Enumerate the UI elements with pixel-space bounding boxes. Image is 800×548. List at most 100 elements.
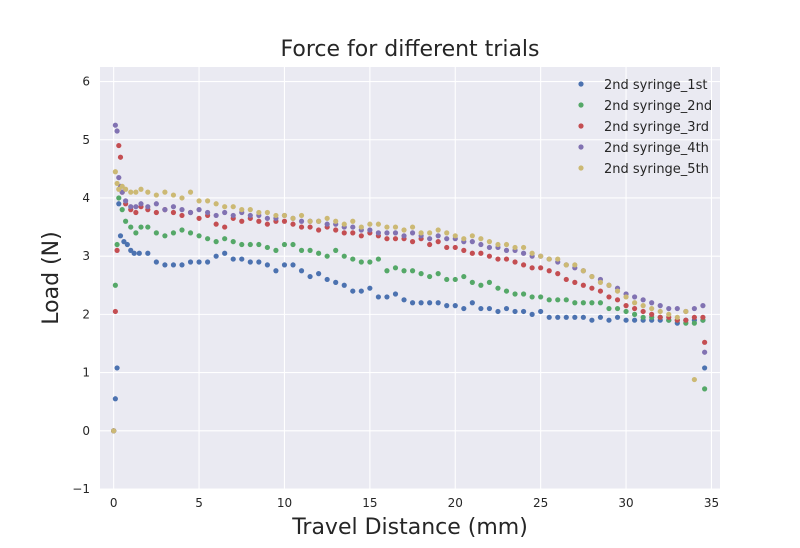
data-point	[133, 189, 139, 195]
legend-item: 2nd syringe_2nd	[578, 99, 712, 114]
data-point	[384, 268, 390, 274]
data-point	[256, 241, 262, 248]
data-point	[478, 250, 484, 256]
data-point	[546, 314, 552, 320]
legend-marker	[578, 123, 584, 129]
data-point	[119, 207, 125, 213]
data-point	[632, 317, 638, 323]
data-point	[572, 279, 578, 285]
data-point	[478, 236, 484, 242]
data-point	[230, 212, 236, 219]
data-point	[187, 259, 194, 265]
data-point	[691, 305, 697, 312]
data-point	[623, 294, 629, 300]
data-point	[170, 204, 177, 210]
data-point	[597, 279, 604, 285]
data-point	[264, 221, 270, 227]
data-point	[392, 224, 399, 230]
data-point	[649, 300, 655, 306]
data-point	[469, 239, 475, 245]
x-tick-labels: 0 5 10 15 20 25 30 35	[110, 496, 719, 510]
data-point	[324, 276, 330, 283]
data-point	[435, 271, 441, 277]
data-point	[632, 311, 638, 317]
data-point	[145, 204, 151, 210]
data-point	[162, 189, 168, 195]
data-point	[623, 308, 629, 315]
data-point	[461, 305, 467, 312]
data-point	[478, 305, 484, 312]
data-point	[702, 386, 708, 392]
data-point	[170, 209, 177, 216]
data-point	[213, 212, 219, 219]
data-point	[145, 224, 151, 230]
data-point	[350, 218, 356, 224]
data-point	[555, 256, 561, 262]
legend-label: 2nd syringe_5th	[604, 162, 709, 177]
data-point	[503, 288, 510, 294]
data-point	[205, 236, 211, 242]
data-point	[153, 209, 159, 216]
data-point	[133, 204, 139, 210]
data-point	[123, 218, 129, 224]
data-point	[529, 311, 535, 317]
data-point	[112, 169, 118, 175]
data-point	[316, 271, 322, 277]
data-point	[247, 207, 253, 213]
data-point	[623, 303, 629, 309]
data-point	[222, 204, 228, 210]
data-point	[427, 241, 433, 248]
data-point	[563, 314, 569, 320]
data-point	[324, 215, 330, 221]
data-points	[111, 122, 708, 434]
data-point	[384, 224, 390, 230]
data-point	[131, 250, 137, 256]
data-point	[239, 218, 245, 224]
data-point	[614, 314, 621, 320]
data-point	[162, 207, 168, 213]
data-point	[580, 268, 586, 274]
data-point	[213, 253, 219, 259]
data-point	[495, 285, 501, 291]
data-point	[666, 305, 672, 312]
data-point	[589, 273, 595, 280]
data-point	[123, 198, 129, 204]
legend-marker	[578, 144, 584, 150]
data-point	[691, 376, 697, 383]
data-point	[529, 250, 535, 256]
data-point	[702, 339, 708, 345]
data-point	[128, 224, 134, 230]
data-point	[409, 230, 416, 236]
data-point	[486, 253, 493, 259]
data-point	[290, 215, 296, 221]
data-point	[341, 221, 347, 227]
data-point	[247, 212, 253, 219]
data-point	[469, 279, 475, 285]
data-point	[358, 288, 364, 294]
data-point	[114, 241, 120, 248]
data-point	[117, 154, 124, 160]
data-point	[691, 314, 697, 320]
data-point	[700, 314, 706, 320]
data-point	[546, 256, 552, 262]
data-point	[401, 227, 407, 233]
data-point	[128, 189, 134, 195]
data-point	[640, 314, 646, 320]
data-point	[538, 294, 544, 300]
data-point	[375, 221, 382, 227]
data-point	[256, 218, 262, 224]
data-point	[683, 308, 689, 315]
y-tick-label: 3	[82, 249, 90, 263]
data-point	[538, 265, 544, 271]
data-point	[375, 256, 382, 262]
data-point	[606, 305, 612, 312]
x-tick-label: 5	[195, 496, 203, 510]
data-point	[133, 209, 139, 216]
data-point	[614, 288, 621, 294]
data-point	[555, 271, 561, 277]
data-point	[179, 227, 185, 233]
data-point	[375, 294, 382, 300]
y-tick-label: 2	[82, 307, 90, 321]
data-point	[307, 218, 313, 224]
